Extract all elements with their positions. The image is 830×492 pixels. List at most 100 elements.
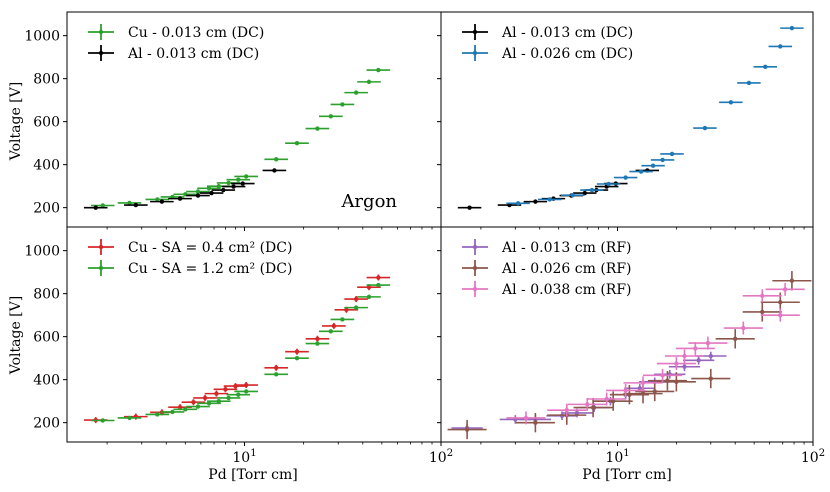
legend-label: Al - 0.026 cm (RF) [501, 261, 632, 277]
data-point [100, 203, 105, 208]
y-tick-label: 400 [33, 373, 60, 389]
legend-entry: Cu - SA = 1.2 cm² (DC) [88, 260, 292, 277]
legend-marker-dot [472, 265, 478, 271]
data-point [574, 410, 580, 416]
data-point [547, 197, 552, 202]
data-point [604, 396, 609, 402]
data-point [728, 100, 734, 105]
data-point [564, 407, 569, 413]
data-point [366, 294, 372, 300]
data-point [191, 400, 196, 405]
data-point [328, 329, 334, 334]
legend-entry: Al - 0.013 cm (DC) [88, 45, 259, 62]
y-tick-label: 600 [33, 115, 60, 131]
data-point [226, 395, 231, 401]
data-point [778, 312, 783, 318]
data-point [216, 183, 221, 189]
data-point [159, 199, 165, 204]
series-blue [506, 25, 804, 206]
data-point [243, 382, 249, 388]
x-tick-label: 101 [232, 448, 256, 466]
series-pink [506, 282, 805, 425]
data-point [366, 79, 372, 85]
data-point [294, 140, 300, 146]
data-point [209, 190, 214, 196]
x-tick-label: 102 [429, 448, 453, 466]
data-point [682, 353, 687, 359]
data-point [763, 64, 768, 70]
legend-marker-dot [98, 29, 104, 35]
xlabel-left: Pd [Torr cm] [208, 467, 297, 483]
data-point [515, 201, 521, 206]
data-point [708, 376, 713, 381]
annotation-argon: Argon [340, 191, 397, 212]
x-tick-label: 102 [801, 448, 825, 466]
data-point [177, 404, 183, 410]
x-tick-label: 101 [605, 448, 629, 466]
data-point [789, 278, 795, 283]
data-point [236, 392, 241, 397]
legend-label: Al - 0.013 cm (DC) [501, 25, 633, 41]
data-point [660, 157, 665, 163]
data-point [206, 186, 212, 191]
data-point [376, 275, 381, 280]
data-point [376, 282, 381, 288]
ylabel-bottom: Voltage [V] [8, 296, 24, 375]
data-point [216, 398, 221, 404]
data-point [243, 174, 249, 179]
data-point [340, 317, 345, 322]
panel-frame [66, 226, 442, 443]
data-point [195, 193, 201, 198]
data-point [590, 405, 596, 410]
legend-label: Al - 0.013 cm (RF) [501, 240, 632, 256]
data-point [273, 365, 279, 371]
y-tick-label: 800 [33, 72, 60, 88]
data-point [240, 181, 245, 186]
data-point [366, 285, 372, 290]
legend-label: Cu - SA = 1.2 cm² (DC) [128, 261, 292, 277]
data-point [127, 200, 132, 206]
data-point [353, 305, 359, 310]
series-green [90, 282, 391, 423]
data-point [640, 391, 646, 396]
data-point [669, 151, 675, 157]
data-point [610, 398, 616, 404]
data-point [652, 389, 657, 394]
data-point [183, 407, 188, 412]
data-point [155, 412, 160, 417]
data-point [328, 114, 334, 119]
series-red [83, 274, 391, 424]
ylabel-top: Voltage [V] [8, 82, 24, 161]
legend-marker-dot [472, 286, 478, 292]
data-point [231, 184, 236, 189]
legend-entry: Al - 0.026 cm (DC) [462, 45, 633, 62]
data-point [746, 80, 752, 86]
data-point [533, 420, 538, 425]
y-tick-label: 1000 [24, 29, 60, 45]
legend-marker-dot [472, 29, 478, 35]
data-point [221, 187, 226, 193]
data-point [202, 395, 208, 401]
data-point [464, 427, 470, 432]
data-point [637, 386, 643, 391]
panel-bottom-left: 200 400 600 800 1000 101 102 Cu - SA = 0.4 cm² … [24, 226, 453, 466]
data-point [693, 346, 698, 351]
data-point [674, 379, 679, 384]
legend-marker-dot [98, 265, 104, 271]
data-point [170, 409, 175, 415]
data-point [789, 25, 795, 31]
data-point [708, 353, 713, 359]
legend-label: Cu - SA = 0.4 cm² (DC) [128, 240, 292, 256]
data-point [660, 373, 665, 378]
data-point [100, 418, 105, 423]
data-point [93, 205, 98, 210]
data-point [702, 125, 708, 131]
data-point [682, 364, 687, 369]
data-point [155, 197, 160, 202]
panel-bottom-right: 101 102 Al - 0.013 cm (RF) Al - 0.026 cm (R… [437, 226, 825, 466]
data-point [523, 415, 529, 421]
data-point [733, 336, 738, 341]
data-point [533, 199, 538, 204]
data-point [273, 157, 279, 162]
